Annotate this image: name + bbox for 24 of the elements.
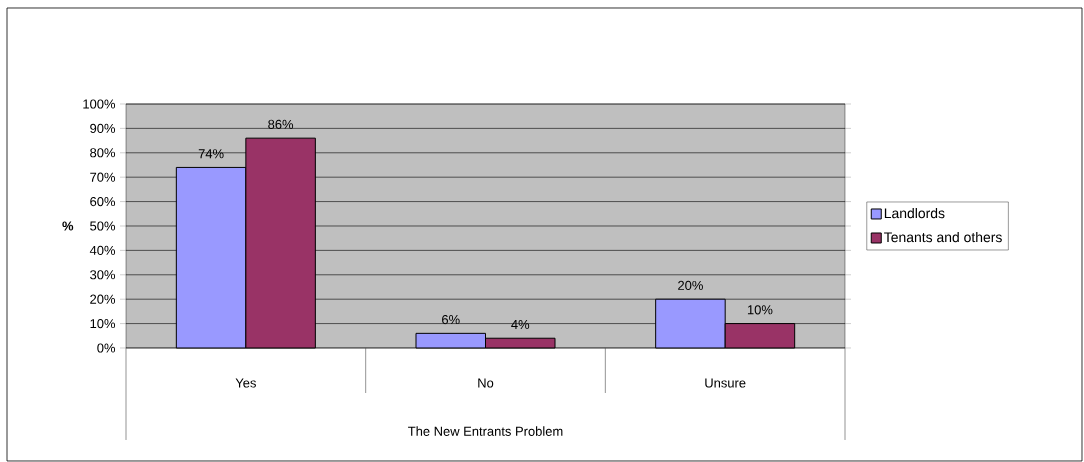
y-tick-label: 0% (97, 343, 116, 353)
data-label: 74% (198, 149, 224, 159)
y-tick-label: 90% (90, 123, 116, 133)
x-axis-title: The New Entrants Problem (408, 426, 563, 436)
y-tick-label: 60% (90, 197, 116, 207)
legend-label: Landlords (884, 207, 945, 219)
y-tick-label: 100% (83, 99, 116, 109)
y-tick-label: 10% (90, 319, 116, 329)
y-tick-label: 50% (90, 221, 116, 231)
data-label: 20% (678, 280, 703, 290)
x-tick-label: Yes (235, 378, 256, 388)
data-label: 4% (511, 319, 530, 330)
data-label: 10% (747, 305, 773, 315)
legend-label: Tenants and others (884, 231, 1002, 243)
data-label: 86% (268, 119, 294, 129)
y-tick-label: 30% (90, 270, 116, 280)
y-tick-label: 70% (90, 172, 116, 182)
y-tick-label: 40% (89, 245, 116, 255)
y-axis-title: % (62, 221, 74, 231)
data-label: 6% (442, 314, 460, 325)
y-tick-label: 20% (90, 294, 116, 304)
x-tick-label: Unsure (705, 378, 746, 388)
y-tick-label: 80% (90, 148, 116, 158)
x-tick-label: No (478, 378, 494, 388)
